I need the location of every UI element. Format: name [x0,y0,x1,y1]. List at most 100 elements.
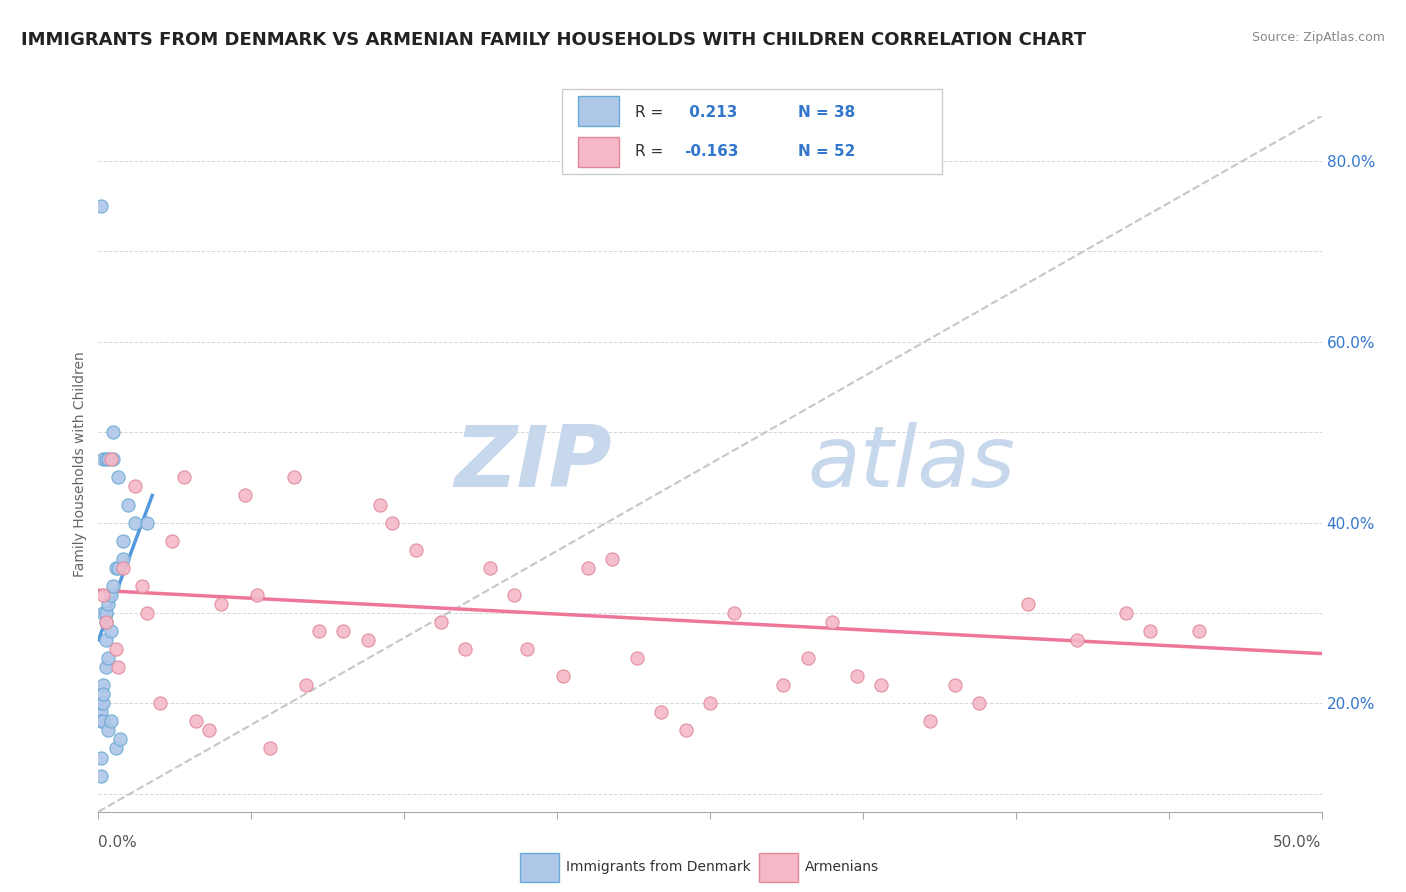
Point [94,606,117,620]
Point [233,488,256,502]
Point [723,606,745,620]
Point [1115,606,1137,620]
Point [967,696,990,710]
Point [845,669,868,683]
Point [454,642,477,657]
Point [308,624,330,638]
Point [97,452,120,467]
Point [197,723,219,738]
Point [626,651,648,665]
Point [246,588,269,602]
Point [94,660,117,674]
Point [283,470,305,484]
Text: R =: R = [634,145,668,160]
Point [107,560,129,574]
Point [1066,633,1088,648]
Point [186,714,208,729]
Point [94,615,117,629]
Point [381,516,404,530]
Point [160,533,183,548]
Point [259,741,281,756]
Point [131,579,153,593]
Text: 0.0%: 0.0% [98,836,138,850]
Point [91,678,114,692]
Point [104,642,127,657]
Point [553,669,575,683]
Point [100,624,122,638]
Point [503,588,526,602]
Point [821,615,844,629]
Point [107,470,129,484]
Point [515,642,537,657]
Point [94,452,117,467]
Point [91,687,114,701]
Text: IMMIGRANTS FROM DENMARK VS ARMENIAN FAMILY HOUSEHOLDS WITH CHILDREN CORRELATION : IMMIGRANTS FROM DENMARK VS ARMENIAN FAMI… [21,31,1087,49]
FancyBboxPatch shape [520,854,560,881]
Point [111,551,134,566]
Point [772,678,794,692]
Text: ZIP: ZIP [454,422,612,506]
Point [91,588,114,602]
Text: 0.213: 0.213 [683,104,737,120]
Point [90,199,112,213]
Point [1017,597,1039,611]
Point [209,597,232,611]
Point [173,470,195,484]
Point [101,579,124,593]
Point [91,696,114,710]
Point [124,479,146,493]
Point [920,714,942,729]
Point [100,714,122,729]
Point [124,516,146,530]
Point [600,551,623,566]
Point [94,615,117,629]
Text: 50.0%: 50.0% [1274,836,1322,850]
Point [405,542,427,557]
FancyBboxPatch shape [759,854,799,881]
Point [650,706,672,720]
Point [104,560,127,574]
FancyBboxPatch shape [562,89,942,174]
Point [110,732,132,747]
Point [111,533,134,548]
Point [332,624,354,638]
Point [356,633,378,648]
Text: Source: ZipAtlas.com: Source: ZipAtlas.com [1251,31,1385,45]
Y-axis label: Family Households with Children: Family Households with Children [73,351,87,577]
Point [104,741,127,756]
Point [675,723,697,738]
Point [91,606,114,620]
Point [870,678,893,692]
Point [100,588,122,602]
Text: N = 52: N = 52 [797,145,855,160]
Point [90,696,112,710]
Point [699,696,721,710]
Point [90,768,112,782]
Point [94,633,117,648]
Text: N = 38: N = 38 [797,104,855,120]
Text: Immigrants from Denmark: Immigrants from Denmark [565,861,751,874]
Point [430,615,453,629]
Point [149,696,172,710]
Point [107,660,129,674]
Point [91,452,114,467]
Point [101,452,124,467]
Point [576,560,599,574]
Text: Armenians: Armenians [804,861,879,874]
Point [94,606,117,620]
Point [91,714,114,729]
Point [97,597,120,611]
Point [97,723,120,738]
FancyBboxPatch shape [578,96,619,127]
Text: R =: R = [634,104,668,120]
Point [101,425,124,440]
Point [111,560,134,574]
Point [943,678,966,692]
Point [368,498,391,512]
Point [136,516,159,530]
Point [117,498,139,512]
Point [295,678,318,692]
Point [1139,624,1161,638]
Point [90,706,112,720]
Point [97,651,120,665]
